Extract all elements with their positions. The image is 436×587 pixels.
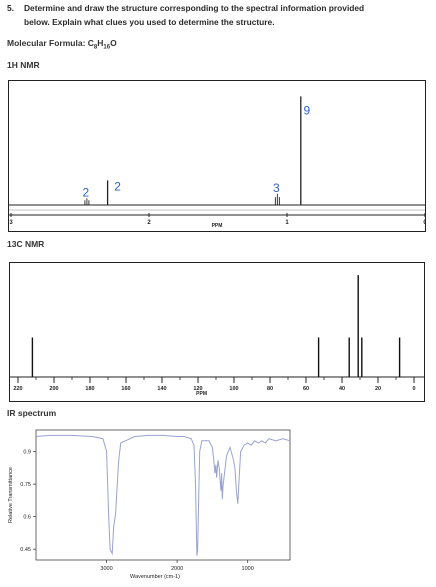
c-nmr-tick-label: 100 [229,386,238,392]
h-nmr-tick-label: 2 [147,220,151,226]
c-nmr-tick-label: 60 [303,386,309,392]
ir-trace [35,434,291,556]
ir-x-tick-label: 3000 [100,566,112,572]
h-nmr-axis-label: PPM [212,223,223,229]
ir-spectrum: 0.9 0.75 0.6 0.45 3000 2000 1000 Wavenumber (cm… [8,429,291,580]
c-nmr-tick-label: 160 [121,386,130,392]
formula-c-subscript: 8 [93,44,98,51]
c-nmr-tick-label: 40 [339,386,345,392]
question-number: 5. [7,3,14,13]
ir-y-tick-label: 0.45 [20,547,31,553]
ir-y-tick-label: 0.6 [23,515,31,521]
ir-x-axis-label: Wavenumber (cm-1) [130,574,180,580]
ir-x-tick-label: 1000 [242,566,254,572]
h-nmr-integration-label: 3 [273,181,280,195]
c-nmr-axis-label: PPM [196,391,207,397]
ir-y-tick-label: 0.9 [23,450,31,456]
molecular-formula: Molecular Formula: C8H16O [7,38,117,51]
formula-h: H [97,38,104,48]
c-nmr-tick-label: 80 [267,386,273,392]
ir-x-tick-label: 2000 [171,566,183,572]
h-nmr-integration-label: 9 [303,103,310,117]
formula-o: O [110,38,117,48]
c-nmr-tick-label: 0 [412,386,415,392]
h-nmr-tick-label: 0 [423,220,425,226]
ir-plot-frame [35,429,291,561]
c-nmr-tick-label: 180 [85,386,94,392]
h-nmr-spectrum-panel: 3 2 1 0 PPM 2 2 3 9 [8,80,427,232]
ir-y-axis-label: Relative Transmittance [8,467,14,523]
h-nmr-integration-label: 2 [83,185,90,199]
h-nmr-integration-label: 2 [114,179,121,193]
formula-h-subscript: 16 [103,44,111,51]
c-nmr-tick-label: 200 [49,386,58,392]
h-nmr-tick-label: 1 [285,220,289,226]
c-nmr-tick-label: 220 [13,386,22,392]
c-nmr-tick-label: 120 [193,386,202,392]
h-nmr-tick-label: 3 [9,220,13,226]
formula-prefix: Molecular Formula: C [7,38,94,48]
h-nmr-spectrum: 3 2 1 0 PPM 2 2 3 9 [9,96,427,229]
c-nmr-spectrum-panel: 220 200 180 160 140 120 100 80 60 40 20 0 PPM [9,262,425,402]
c-nmr-tick-label: 140 [157,386,166,392]
question-line-1: Determine and draw the structure corresp… [24,3,365,13]
ir-y-tick-label: 0.75 [20,482,31,488]
h-nmr-title: 1H NMR [7,60,40,70]
c-nmr-title: 13C NMR [7,239,45,249]
c-nmr-tick-label: 20 [375,386,381,392]
ir-spectrum-panel: 0.9 0.75 0.6 0.45 3000 2000 1000 Wavenumber (cm… [2,424,292,582]
question-line-2: below. Explain what clues you used to de… [24,17,275,27]
ir-title: IR spectrum [7,408,57,418]
